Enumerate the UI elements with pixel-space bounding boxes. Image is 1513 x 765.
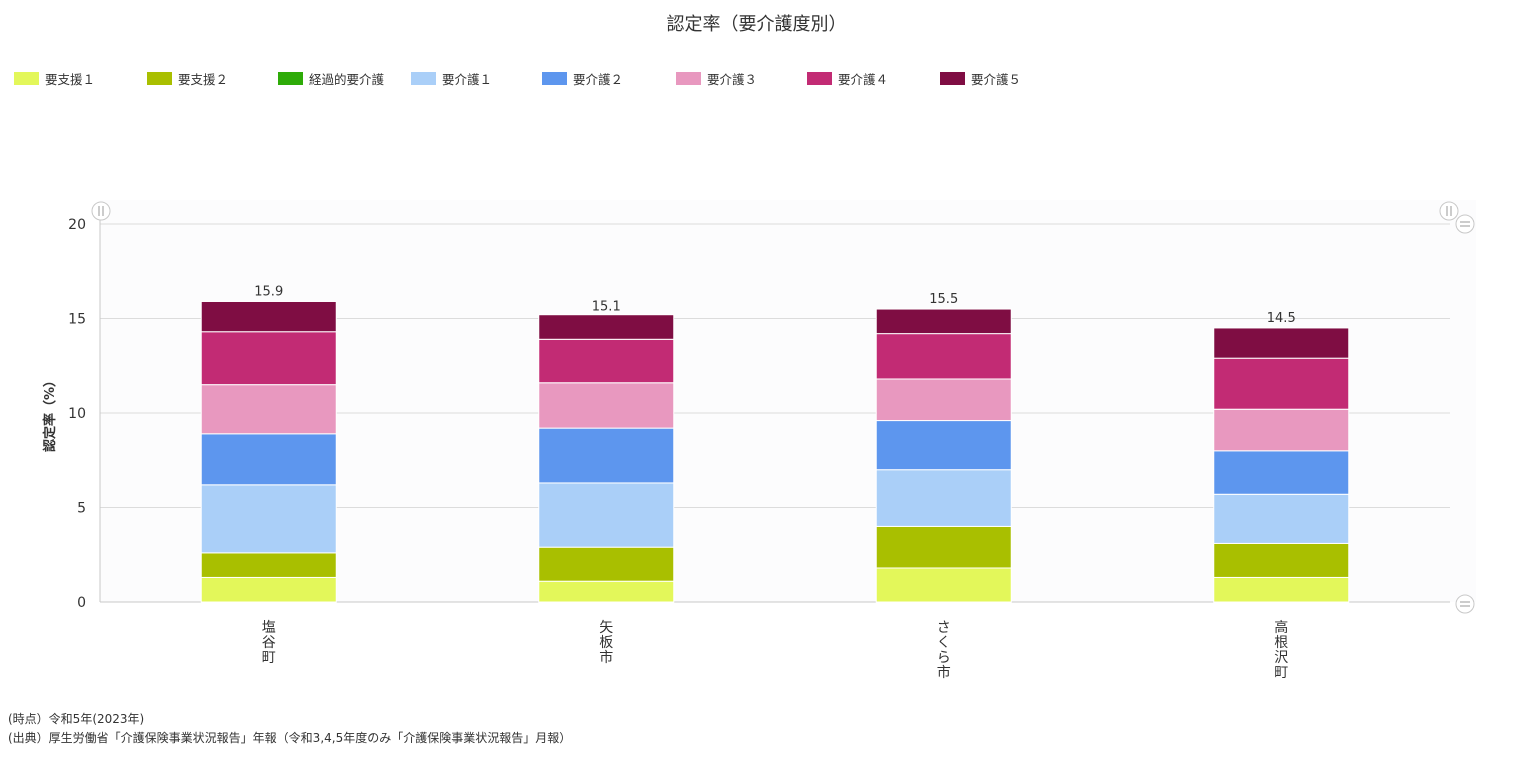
bar-segment[interactable] (1213, 357, 1350, 410)
data-label: 15.1 (592, 300, 621, 315)
legend-item[interactable]: 要支援２ (147, 69, 228, 88)
legend-label: 要支援２ (178, 72, 229, 87)
zoom-handle[interactable] (1439, 201, 1459, 221)
bar-segment[interactable] (1213, 408, 1350, 452)
x-tick-label: 矢板市 (599, 620, 613, 666)
y-tick-label: 5 (77, 501, 86, 517)
legend-swatch (676, 72, 701, 85)
chart-notes: (時点）令和5年(2023年) (出典）厚生労働省「介護保険事業状況報告」年報（… (8, 710, 571, 748)
bar-segment[interactable] (1213, 450, 1350, 495)
legend-label: 要介護３ (707, 72, 758, 87)
bar-segment[interactable] (875, 333, 1012, 380)
data-label: 14.5 (1267, 311, 1296, 326)
legend-label: 要介護１ (442, 72, 493, 87)
bar-segment[interactable] (1213, 327, 1350, 359)
legend-label: 要介護５ (971, 72, 1022, 87)
bar-segment[interactable] (538, 427, 675, 484)
legend-item[interactable]: 経過的要介護 (278, 69, 384, 88)
legend-item[interactable]: 要介護１ (411, 69, 492, 88)
legend-swatch (147, 72, 172, 85)
x-tick-label: 高根沢町 (1274, 619, 1288, 681)
bar-segment[interactable] (200, 300, 337, 333)
legend-swatch (807, 72, 832, 85)
bar-segment[interactable] (1213, 576, 1350, 603)
bar-segment[interactable] (538, 338, 675, 384)
bar-segment[interactable] (538, 482, 675, 548)
legend-label: 要介護２ (573, 72, 624, 87)
y-tick-label: 10 (68, 406, 86, 422)
legend-item[interactable]: 要介護４ (807, 69, 888, 88)
bar-segment[interactable] (538, 546, 675, 582)
legend-item[interactable]: 要介護２ (542, 69, 623, 88)
legend-label: 経過的要介護 (309, 72, 385, 87)
chart-title: 認定率（要介護度別） (666, 14, 847, 35)
zoom-handle[interactable] (1455, 594, 1475, 614)
note-time: (時点）令和5年(2023年) (8, 712, 145, 726)
zoom-handle[interactable] (1455, 214, 1475, 234)
legend-label: 要支援１ (45, 72, 96, 87)
legend-swatch (940, 72, 965, 85)
bar-segment[interactable] (538, 580, 675, 603)
x-tick-label: 塩谷町 (262, 620, 276, 666)
legend-item[interactable]: 要支援１ (14, 69, 95, 88)
bar-segment[interactable] (875, 308, 1012, 335)
bar-segment[interactable] (200, 484, 337, 554)
y-axis-label: 認定率（%） (42, 374, 58, 452)
bar-segment[interactable] (200, 433, 337, 486)
bar-segment[interactable] (538, 382, 675, 429)
bar-segment[interactable] (875, 525, 1012, 569)
legend-swatch (14, 72, 39, 85)
zoom-handle[interactable] (91, 201, 111, 221)
data-label: 15.9 (254, 284, 283, 299)
bar-segment[interactable] (875, 420, 1012, 471)
bar-segment[interactable] (200, 331, 337, 386)
bar-segment[interactable] (538, 314, 675, 340)
bar-segment[interactable] (1213, 493, 1350, 544)
data-label: 15.5 (929, 292, 958, 307)
x-tick-label: さくら市 (937, 620, 951, 681)
bar-segment[interactable] (875, 469, 1012, 527)
legend-swatch (542, 72, 567, 85)
bar-segment[interactable] (200, 552, 337, 578)
legend-label: 要介護４ (838, 72, 889, 87)
stacked-bar-chart: 0 5 10 15 20 認定率（%） 15.9 塩谷町 15.1 矢板市 15.5 さくら市 14.5… (42, 200, 1476, 681)
y-tick-label: 15 (68, 312, 86, 328)
note-source: (出典）厚生労働省「介護保険事業状況報告」年報（令和3,4,5年度のみ「介護保険… (8, 731, 572, 745)
bar-segment[interactable] (1213, 542, 1350, 578)
legend-swatch (411, 72, 436, 85)
bar-segment[interactable] (200, 384, 337, 435)
legend-swatch (278, 72, 303, 85)
bar-segment[interactable] (200, 576, 337, 603)
bar-segment[interactable] (875, 567, 1012, 603)
bar-segment[interactable] (875, 378, 1012, 422)
y-tick-label: 0 (77, 595, 86, 611)
legend-item[interactable]: 要介護５ (940, 69, 1021, 88)
legend-item[interactable]: 要介護３ (676, 69, 757, 88)
y-tick-label: 20 (68, 217, 86, 233)
